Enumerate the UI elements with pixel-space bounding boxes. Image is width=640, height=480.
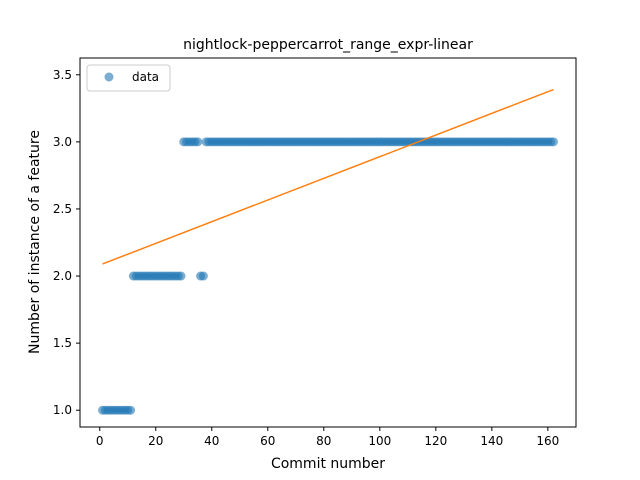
legend-box [86,64,171,92]
fit-line-group [102,88,554,265]
x-tick-label: 100 [368,434,391,448]
fit-line [102,88,554,265]
y-tick-label: 1.0 [53,403,72,417]
y-tick-label: 2.5 [53,202,72,216]
x-axis-label: Commit number [271,456,385,472]
legend: data [86,64,171,92]
legend-label-data: data [132,70,159,84]
legend-marker-data [104,72,114,82]
y-axis-ticks: 1.0 1.5 2.0 2.5 3.0 3.5 [53,68,80,417]
data-point [548,137,558,147]
axes-frame [79,57,577,428]
x-tick-label: 20 [148,434,163,448]
x-tick-label: 40 [204,434,219,448]
y-axis-label: Number of instance of a feature [27,130,43,354]
data-points [98,137,558,415]
y-tick-label: 3.0 [53,135,72,149]
data-point [193,137,203,147]
data-point [126,405,136,415]
x-tick-label: 80 [316,434,331,448]
y-tick-label: 2.0 [53,269,72,283]
x-axis-ticks: 0 20 40 60 80 100 120 140 160 [96,427,559,448]
data-point [176,271,186,281]
x-tick-label: 140 [480,434,503,448]
x-tick-label: 60 [260,434,275,448]
data-point [198,271,208,281]
x-tick-label: 120 [424,434,447,448]
chart-title: nightlock-peppercarrot_range_expr-linear [183,37,473,53]
y-tick-label: 3.5 [53,68,72,82]
x-tick-label: 0 [96,434,104,448]
x-tick-label: 160 [536,434,559,448]
plot-area [80,58,576,427]
y-tick-label: 1.5 [53,336,72,350]
